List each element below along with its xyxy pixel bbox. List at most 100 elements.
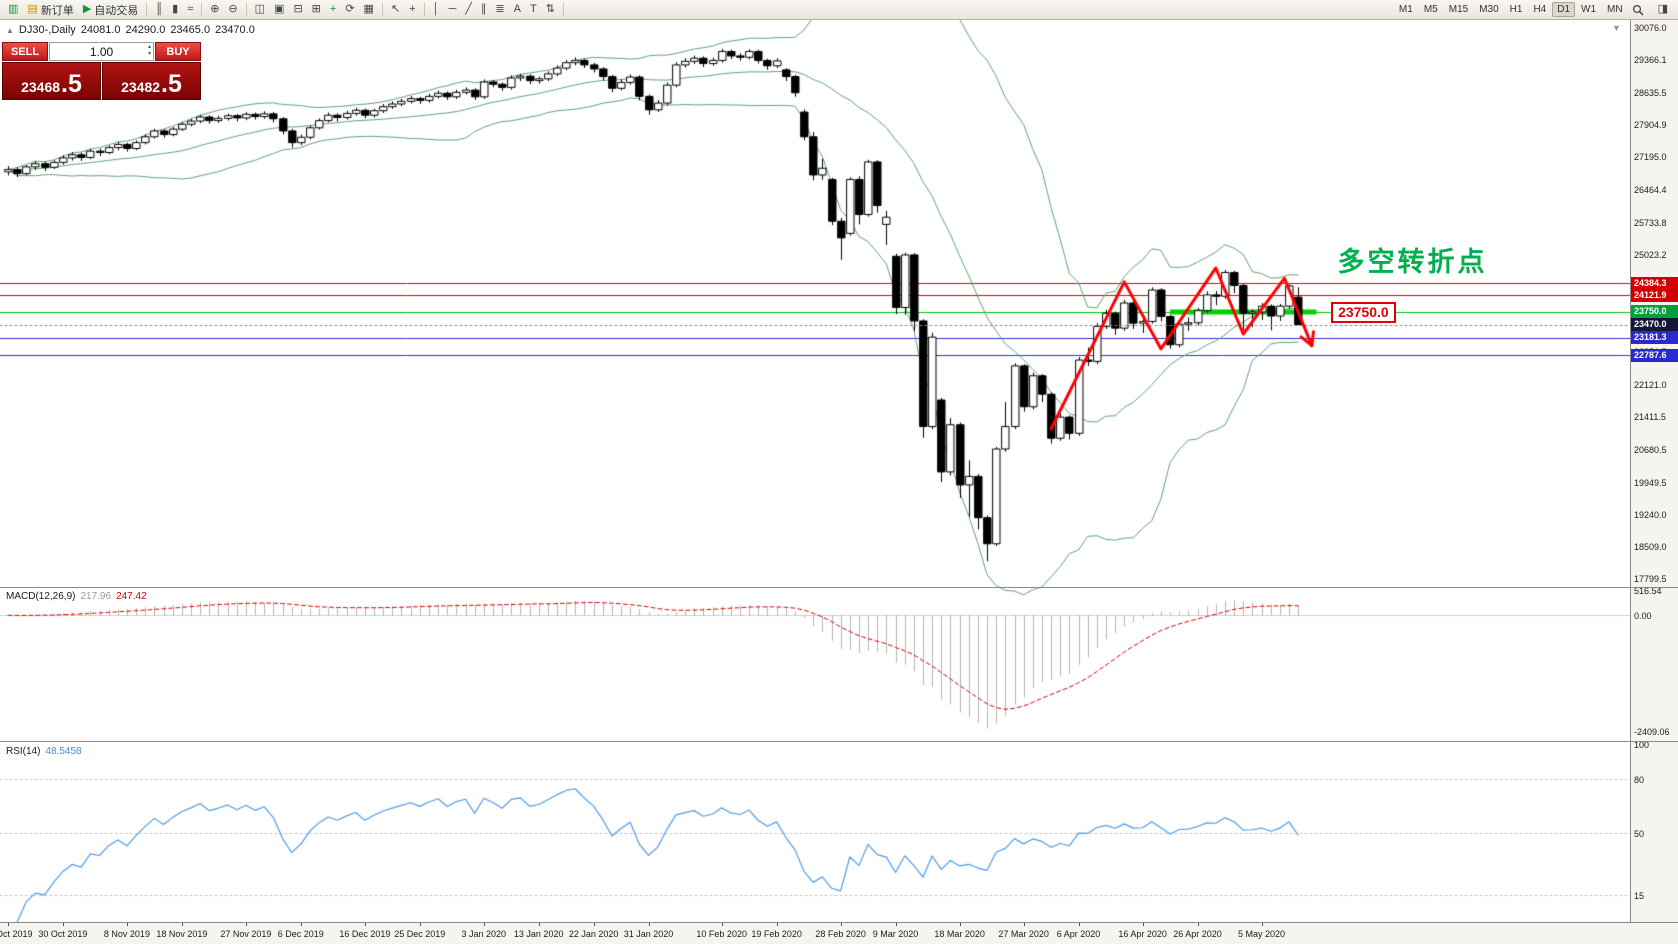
new-order-label: 新订单	[40, 4, 74, 17]
horizontal-line-icon: ─	[448, 3, 457, 15]
price-tick: 30076.0	[1634, 22, 1667, 33]
main-macd-separator[interactable]	[0, 587, 1678, 588]
time-tick	[181, 923, 183, 926]
timeframe-w1-button[interactable]: W1	[1581, 4, 1597, 15]
autotrading-icon: ▶	[82, 3, 92, 15]
time-tick	[126, 923, 128, 926]
text-icon: A	[513, 3, 521, 15]
time-tick	[1023, 923, 1025, 926]
text-label-button[interactable]: T	[526, 1, 541, 18]
trendline-button[interactable]: ╱	[461, 1, 476, 18]
timeframe-group: M1 M5 M15 M30 H1 H4 D1 W1 MN	[1394, 2, 1628, 17]
ohlc-low: 23465.0	[170, 24, 211, 36]
ohlc-high: 24290.0	[125, 24, 166, 36]
sell-button[interactable]: SELL	[2, 42, 48, 61]
new-chart-button[interactable]: +	[326, 1, 340, 18]
time-label: 28 Feb 2020	[815, 929, 866, 939]
stepper-up-icon[interactable]: ▴	[147, 44, 151, 50]
buy-button[interactable]: BUY	[155, 42, 201, 61]
time-label: 16 Dec 2019	[339, 929, 391, 939]
new-order-button[interactable]: ▤ 新订单	[23, 1, 77, 18]
arrange-vertical-button[interactable]: ⊞	[308, 1, 325, 18]
fibonacci-button[interactable]: ≣	[491, 1, 508, 18]
timeframe-m1-button[interactable]: M1	[1398, 4, 1413, 15]
search-button[interactable]	[1628, 1, 1648, 18]
zoom-in-button[interactable]: ⊕	[206, 1, 223, 18]
chart-shift-marker-icon[interactable]: ▼	[1612, 23, 1621, 33]
trade-panel-prices: 23468 .5 23482 .5	[2, 62, 201, 100]
volume-stepper[interactable]: ▴ ▾	[148, 44, 151, 58]
vertical-line-icon: │	[432, 3, 440, 15]
sell-price-pips: .5	[61, 69, 82, 98]
chart-properties-button[interactable]: ▦	[360, 1, 378, 18]
stepper-down-icon[interactable]: ▾	[147, 51, 151, 57]
turning-point-annotation[interactable]: 多空转折点	[1337, 247, 1488, 278]
macd-signal-value: 247.42	[116, 591, 147, 602]
buy-price-main: 23482	[121, 79, 161, 95]
timeframe-h4-button[interactable]: H4	[1533, 4, 1547, 15]
text-button[interactable]: A	[510, 1, 525, 18]
toolbar-separator	[146, 3, 148, 16]
candlestick-chart-button[interactable]: ▮	[168, 1, 182, 18]
line-chart-button[interactable]: ≈	[183, 1, 197, 18]
time-tick	[593, 923, 595, 926]
time-label: 9 Mar 2020	[872, 929, 919, 939]
zoom-out-button[interactable]: ⊖	[224, 1, 241, 18]
time-tick	[895, 923, 897, 926]
time-label: 3 Jan 2020	[461, 929, 507, 939]
buy-price-button[interactable]: 23482 .5	[102, 62, 201, 100]
autotrading-label: 自动交易	[94, 4, 139, 17]
volume-input[interactable]: 1.00 ▴ ▾	[49, 42, 154, 61]
crosshair-button[interactable]: +	[405, 1, 419, 18]
autotrading-button[interactable]: ▶ 自动交易	[79, 1, 142, 18]
time-label: 27 Mar 2020	[998, 929, 1049, 939]
tile-windows-button[interactable]: ◫	[251, 1, 269, 18]
timeframe-m30-button[interactable]: M30	[1479, 4, 1499, 15]
symbol-name: DJ30-,Daily	[18, 24, 76, 36]
rsi-axis-label: 15	[1634, 891, 1645, 902]
bar-chart-button[interactable]: ║	[151, 1, 167, 18]
time-tick	[1142, 923, 1144, 926]
toolbar: ▥ ▤ 新订单 ▶ 自动交易 ║ ▮ ≈ ⊕ ⊖ ◫ ▣ ⊟ ⊞ + ⟳ ▦ ↖ + │ ─ ╱ ∥ ≣ A T ⇅ M1 M5 M15…	[0, 0, 1678, 20]
symbol-chart-icon: ▥	[8, 3, 19, 15]
price-tick: 22121.0	[1634, 380, 1667, 391]
timeframe-mn-button[interactable]: MN	[1607, 4, 1623, 15]
cascade-windows-button[interactable]: ▣	[270, 1, 288, 18]
sell-price-button[interactable]: 23468 .5	[2, 62, 101, 100]
quick-panel-button[interactable]: ◨	[1654, 1, 1672, 18]
zoom-out-icon: ⊖	[228, 3, 238, 15]
price-axis[interactable]	[1630, 20, 1678, 922]
horizontal-line-button[interactable]: ─	[444, 1, 460, 18]
equidistant-channel-button[interactable]: ∥	[477, 1, 491, 18]
time-tick	[62, 923, 64, 926]
price-tick: 25023.2	[1634, 249, 1667, 260]
time-axis[interactable]: 21 Oct 2019 30 Oct 2019 8 Nov 2019 18 Nov 2…	[0, 922, 1678, 944]
macd-rsi-separator[interactable]	[0, 741, 1678, 742]
symbol-chart-button[interactable]: ▥	[4, 1, 22, 18]
cascade-windows-icon: ▣	[274, 3, 285, 15]
time-tick	[538, 923, 540, 926]
time-label: 5 May 2020	[1238, 929, 1286, 939]
refresh-button[interactable]: ⟳	[341, 1, 358, 18]
new-order-icon: ▤	[27, 3, 38, 15]
vertical-line-button[interactable]: │	[429, 1, 444, 18]
crosshair-icon: +	[409, 3, 416, 15]
timeframe-d1-button[interactable]: D1	[1552, 2, 1576, 17]
time-tick	[1078, 923, 1080, 926]
arrange-horizontal-button[interactable]: ⊟	[289, 1, 306, 18]
line-chart-icon: ≈	[187, 3, 194, 15]
time-label: 22 Jan 2020	[568, 929, 619, 939]
toolbar-separator	[381, 3, 383, 16]
cursor-icon: ↖	[390, 3, 401, 15]
level-23750-label[interactable]: 23750.0	[1331, 301, 1396, 323]
arrows-tool-button[interactable]: ⇅	[542, 1, 559, 18]
toolbar-right-items: ◨	[1628, 1, 1674, 18]
timeframe-h1-button[interactable]: H1	[1509, 4, 1523, 15]
cursor-button[interactable]: ↖	[387, 1, 404, 18]
timeframe-m5-button[interactable]: M5	[1423, 4, 1438, 15]
macd-label-line: MACD(12,26,9) 217.96 247.42	[6, 591, 147, 602]
price-tag: 24121.9	[1631, 288, 1678, 302]
fibonacci-icon: ≣	[495, 3, 505, 15]
timeframe-m15-button[interactable]: M15	[1448, 4, 1469, 15]
